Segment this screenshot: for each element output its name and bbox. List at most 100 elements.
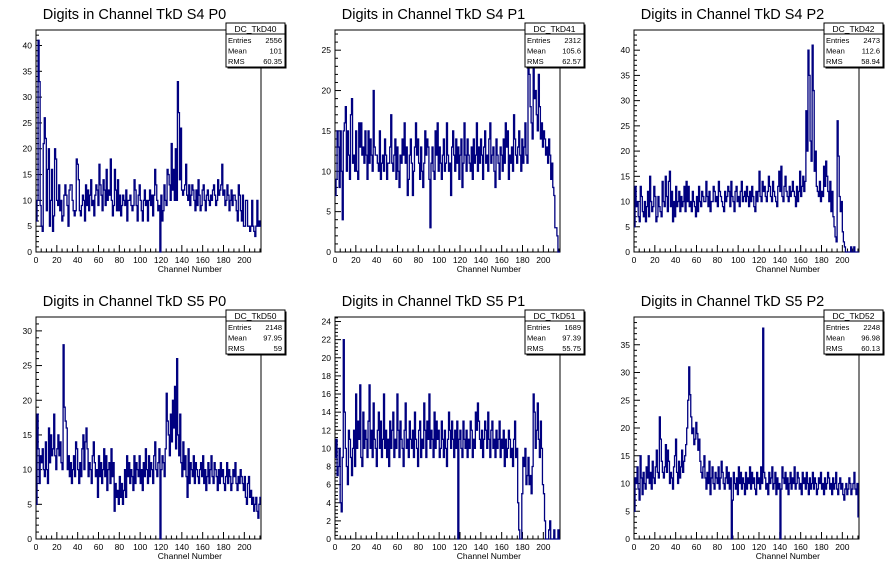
x-tick-label: 20	[650, 255, 660, 265]
y-tick-label: 10	[322, 166, 332, 176]
x-tick-label: 60	[393, 542, 403, 552]
y-tick-label: 12	[322, 425, 332, 435]
x-tick-label: 120	[453, 255, 467, 265]
stats-value: 2473	[863, 36, 880, 45]
x-tick-label: 20	[351, 542, 361, 552]
stats-label: Mean	[527, 334, 546, 343]
x-axis-label: Channel Number	[158, 551, 222, 561]
y-tick-label: 0	[27, 247, 32, 257]
stats-value: 60.13	[861, 344, 880, 353]
x-tick-label: 0	[34, 542, 39, 552]
chart-title: Digits in Channel TkD S5 P1	[342, 294, 526, 310]
stats-value: 105.6	[562, 47, 581, 56]
y-tick-label: 5	[326, 207, 331, 217]
stats-label: Entries	[527, 323, 551, 332]
y-tick-label: 15	[23, 430, 33, 440]
histogram-series	[36, 344, 261, 540]
histogram-series	[335, 33, 560, 253]
histogram-series	[335, 339, 560, 540]
histogram-panel: Digits in Channel TkD S4 P20 20 40 60 80 100 1…	[621, 7, 885, 274]
y-tick-label: 4	[326, 498, 331, 508]
x-tick-label: 60	[393, 255, 403, 265]
stats-label: Entries	[826, 323, 850, 332]
stats-label: Mean	[228, 334, 247, 343]
stats-value: 2556	[265, 36, 282, 45]
stats-value: 58.94	[861, 57, 880, 66]
x-tick-label: 140	[175, 255, 189, 265]
plot-frame	[334, 316, 561, 540]
y-tick-label: 6	[326, 480, 331, 490]
stats-label: RMS	[527, 57, 544, 66]
y-tick-label: 8	[326, 462, 331, 472]
x-axis-label: Channel Number	[457, 551, 521, 561]
stats-value: 55.75	[562, 344, 581, 353]
stats-value: 62.57	[562, 57, 581, 66]
x-tick-label: 180	[814, 255, 828, 265]
y-tick-label: 24	[322, 317, 332, 327]
y-tick-label: 0	[625, 247, 630, 257]
stats-box: DC_TkD52 Entries 2248 Mean 96.98 RMS 60.13	[823, 309, 885, 356]
chart-title: Digits in Channel TkD S4 P0	[43, 7, 227, 23]
stats-name: DC_TkD52	[832, 311, 874, 321]
y-tick-label: 25	[322, 45, 332, 55]
stats-name: DC_TkD40	[234, 24, 276, 34]
y-tick-label: 35	[621, 70, 631, 80]
y-tick-label: 20	[621, 146, 631, 156]
x-tick-label: 200	[237, 542, 251, 552]
x-tick-label: 100	[432, 542, 446, 552]
x-tick-label: 120	[752, 255, 766, 265]
x-tick-label: 0	[632, 255, 637, 265]
y-tick-label: 20	[322, 353, 332, 363]
stats-label: Entries	[826, 36, 850, 45]
stats-label: Entries	[228, 323, 252, 332]
y-tick-label: 5	[625, 506, 630, 516]
y-tick-label: 5	[27, 499, 32, 509]
x-tick-label: 180	[814, 542, 828, 552]
stats-label: Entries	[228, 36, 252, 45]
x-tick-label: 40	[73, 542, 83, 552]
stats-label: RMS	[228, 57, 245, 66]
stats-value: 96.98	[861, 334, 880, 343]
y-tick-label: 25	[23, 361, 33, 371]
stats-value: 2312	[564, 36, 581, 45]
y-tick-label: 0	[625, 534, 630, 544]
y-tick-label: 10	[621, 197, 631, 207]
x-tick-label: 60	[94, 255, 104, 265]
y-tick-label: 25	[23, 118, 33, 128]
stats-value: 2148	[265, 323, 282, 332]
x-tick-label: 160	[196, 255, 210, 265]
x-tick-label: 40	[671, 255, 681, 265]
y-tick-label: 10	[621, 479, 631, 489]
y-tick-label: 15	[621, 451, 631, 461]
y-tick-label: 0	[326, 534, 331, 544]
y-tick-label: 30	[23, 92, 33, 102]
x-tick-label: 80	[115, 255, 125, 265]
y-tick-label: 40	[621, 45, 631, 55]
y-tick-label: 16	[322, 389, 332, 399]
stats-box: DC_TkD51 Entries 1689 Mean 97.39 RMS 55.75	[524, 309, 586, 356]
x-tick-label: 200	[237, 255, 251, 265]
stats-label: Mean	[527, 47, 546, 56]
x-tick-label: 20	[52, 542, 62, 552]
x-tick-label: 0	[34, 255, 39, 265]
y-tick-label: 10	[23, 195, 33, 205]
y-tick-label: 25	[621, 121, 631, 131]
x-tick-label: 180	[515, 255, 529, 265]
histogram-panel: Digits in Channel TkD S5 P00 20 40 60 80 100 1…	[23, 294, 287, 561]
x-axis-label: Channel Number	[756, 551, 820, 561]
stats-name: DC_TkD51	[533, 311, 575, 321]
x-tick-label: 80	[713, 542, 723, 552]
histogram-series	[634, 327, 859, 540]
chart-title: Digits in Channel TkD S4 P2	[641, 7, 825, 23]
x-tick-label: 140	[175, 542, 189, 552]
stats-label: RMS	[826, 57, 843, 66]
x-tick-label: 180	[216, 542, 230, 552]
stats-value: 101	[269, 47, 282, 56]
x-tick-label: 100	[432, 255, 446, 265]
y-tick-label: 25	[621, 395, 631, 405]
x-tick-label: 80	[713, 255, 723, 265]
x-tick-label: 100	[133, 542, 147, 552]
x-tick-label: 160	[196, 542, 210, 552]
x-tick-label: 100	[133, 255, 147, 265]
